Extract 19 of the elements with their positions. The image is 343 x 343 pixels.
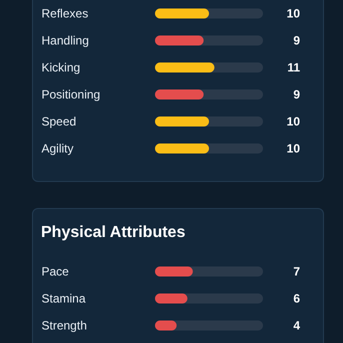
- data-label: 9: [293, 88, 300, 102]
- data-label: 6: [293, 292, 300, 306]
- data-label: 10: [286, 6, 300, 20]
- y-tick-label: Strength: [42, 318, 87, 332]
- y-tick-label: Positioning: [42, 88, 100, 102]
- data-label: 9: [293, 34, 300, 48]
- y-tick-label: Pace: [42, 264, 70, 278]
- y-tick-label: Handling: [42, 34, 89, 48]
- data-label: 10: [286, 114, 300, 128]
- data-label: 7: [293, 264, 300, 278]
- data-label: 10: [286, 142, 300, 156]
- data-label: 4: [293, 318, 300, 332]
- y-tick-label: Kicking: [42, 60, 80, 74]
- chart-title: Physical Attributes: [41, 224, 186, 241]
- data-label: 11: [287, 60, 300, 74]
- y-tick-label: Reflexes: [42, 6, 88, 20]
- y-tick-label: Speed: [42, 114, 76, 128]
- y-tick-label: Stamina: [42, 292, 86, 306]
- y-tick-label: Agility: [42, 142, 74, 156]
